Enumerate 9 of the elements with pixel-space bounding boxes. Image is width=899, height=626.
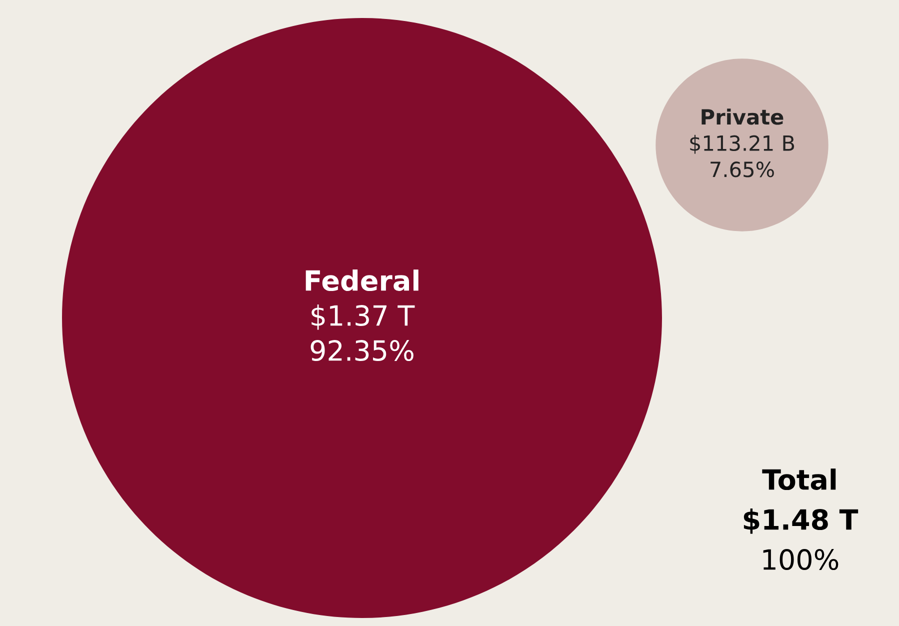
text: 100% (763, 549, 838, 570)
text: Total (762, 468, 836, 490)
data-label: 92.35% (310, 340, 414, 362)
text: $113.21 B (690, 134, 794, 154)
category-label: Private (702, 108, 784, 125)
text: $1.37 T (312, 304, 415, 330)
data-label: 7.65% (710, 162, 774, 178)
category-label: Federal (306, 270, 418, 292)
text: $1.48 T (744, 508, 858, 534)
